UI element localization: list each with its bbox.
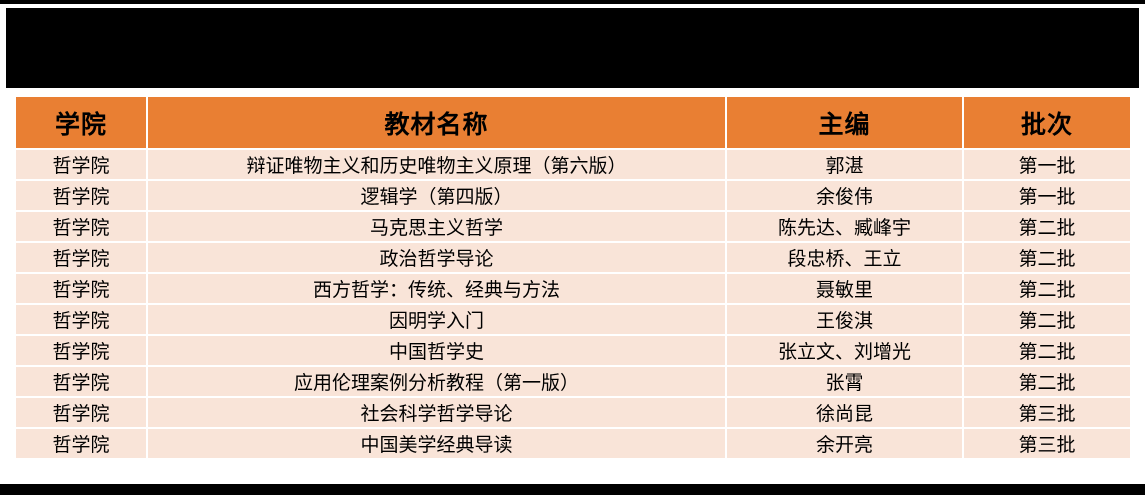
cell-editor: 王俊淇 [727,305,962,334]
cell-college: 哲学院 [16,305,146,334]
cell-batch: 第一批 [964,150,1130,179]
table-row: 哲学院 西方哲学：传统、经典与方法 聂敏里 第二批 [16,274,1130,303]
cell-book-title: 因明学入门 [148,305,725,334]
cell-college: 哲学院 [16,243,146,272]
column-header-book-title: 教材名称 [148,97,725,148]
column-header-college: 学院 [16,97,146,148]
table-page-field: 学院 教材名称 主编 批次 哲学院 辩证唯物主义和历史唯物主义原理（第六版） 郭湛第… [0,88,1145,484]
table-header: 学院 教材名称 主编 批次 [16,97,1130,148]
table-row: 哲学院 中国美学经典导读 余开亮 第三批 [16,429,1130,458]
cell-book-title: 中国美学经典导读 [148,429,725,458]
cell-college: 哲学院 [16,150,146,179]
table-row: 哲学院 逻辑学（第四版） 余俊伟 第一批 [16,181,1130,210]
cell-book-title: 政治哲学导论 [148,243,725,272]
cell-editor: 张立文、刘增光 [727,336,962,365]
column-header-editor: 主编 [727,97,962,148]
table-row: 哲学院 辩证唯物主义和历史唯物主义原理（第六版） 郭湛 第一批 [16,150,1130,179]
cell-batch: 第二批 [964,367,1130,396]
cell-batch: 第二批 [964,274,1130,303]
cell-college: 哲学院 [16,181,146,210]
cell-book-title: 逻辑学（第四版） [148,181,725,210]
cell-editor: 郭湛 [727,150,962,179]
cell-editor: 徐尚昆 [727,398,962,427]
cell-batch: 第三批 [964,429,1130,458]
table-row: 哲学院 中国哲学史 张立文、刘增光 第二批 [16,336,1130,365]
cell-batch: 第二批 [964,336,1130,365]
bottom-strip [0,484,1145,495]
table-header-row: 学院 教材名称 主编 批次 [16,97,1130,148]
table-row: 哲学院 社会科学哲学导论 徐尚昆 第三批 [16,398,1130,427]
textbook-table: 学院 教材名称 主编 批次 哲学院 辩证唯物主义和历史唯物主义原理（第六版） 郭湛第… [14,95,1132,460]
cell-college: 哲学院 [16,274,146,303]
column-header-batch: 批次 [964,97,1130,148]
cell-batch: 第二批 [964,212,1130,241]
cell-book-title: 西方哲学：传统、经典与方法 [148,274,725,303]
cell-editor: 张霄 [727,367,962,396]
table-container: 学院 教材名称 主编 批次 哲学院 辩证唯物主义和历史唯物主义原理（第六版） 郭湛第… [14,95,1132,460]
cell-batch: 第一批 [964,181,1130,210]
cell-college: 哲学院 [16,429,146,458]
cell-editor: 聂敏里 [727,274,962,303]
cell-college: 哲学院 [16,336,146,365]
cell-editor: 余开亮 [727,429,962,458]
cell-book-title: 辩证唯物主义和历史唯物主义原理（第六版） [148,150,725,179]
cell-editor: 余俊伟 [727,181,962,210]
table-body: 哲学院 辩证唯物主义和历史唯物主义原理（第六版） 郭湛 第一批 哲学院 逻辑学（第四版）余… [16,150,1130,458]
cell-college: 哲学院 [16,212,146,241]
cell-batch: 第三批 [964,398,1130,427]
cell-college: 哲学院 [16,367,146,396]
cell-batch: 第二批 [964,243,1130,272]
cell-book-title: 应用伦理案例分析教程（第一版） [148,367,725,396]
cell-college: 哲学院 [16,398,146,427]
cell-book-title: 社会科学哲学导论 [148,398,725,427]
cell-editor: 段忠桥、王立 [727,243,962,272]
table-row: 哲学院 因明学入门 王俊淇 第二批 [16,305,1130,334]
title-banner [0,4,1145,88]
table-row: 哲学院 应用伦理案例分析教程（第一版） 张霄 第二批 [16,367,1130,396]
cell-book-title: 马克思主义哲学 [148,212,725,241]
cell-editor: 陈先达、臧峰宇 [727,212,962,241]
table-row: 哲学院 政治哲学导论 段忠桥、王立 第二批 [16,243,1130,272]
table-row: 哲学院 马克思主义哲学 陈先达、臧峰宇 第二批 [16,212,1130,241]
cell-batch: 第二批 [964,305,1130,334]
cell-book-title: 中国哲学史 [148,336,725,365]
